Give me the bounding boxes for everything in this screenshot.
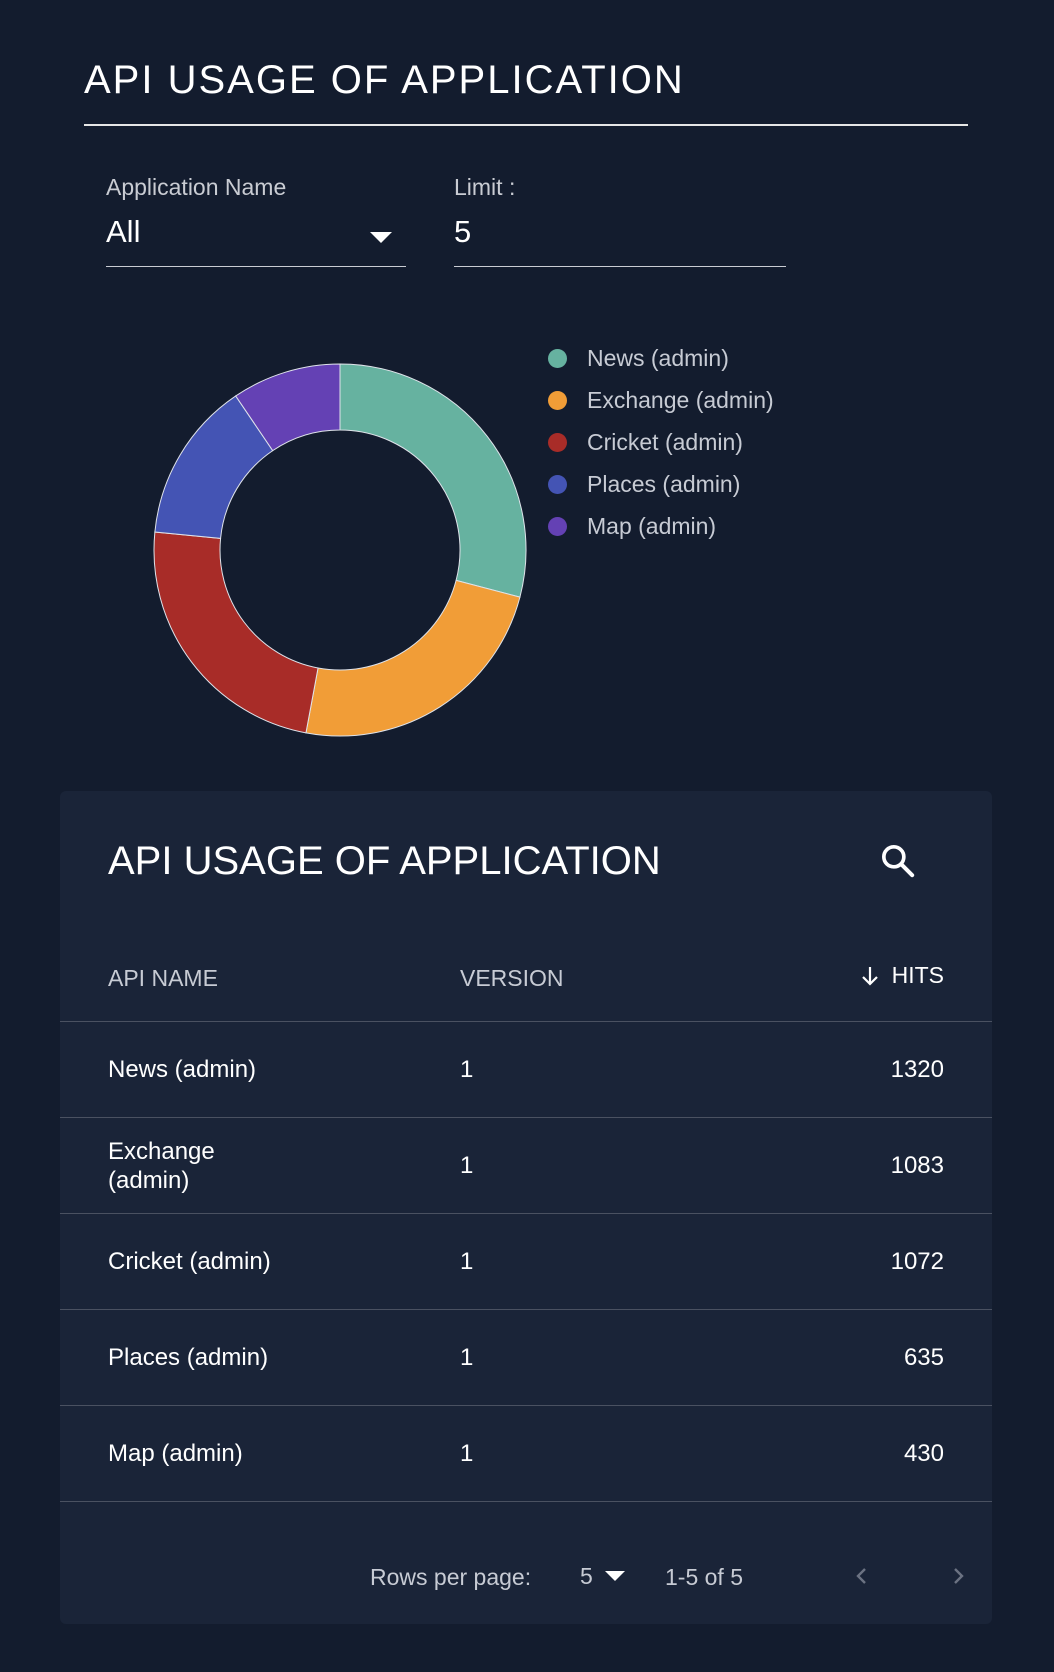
legend-label: Map (admin) bbox=[587, 512, 717, 539]
rows-per-page-value: 5 bbox=[580, 1562, 593, 1589]
donut-slice-map bbox=[235, 363, 341, 452]
limit-underline bbox=[454, 266, 786, 267]
api-usage-table-card: API USAGE OF APPLICATION API NAME VERSIO… bbox=[60, 791, 992, 1624]
table-row[interactable]: News (admin) 1 1320 bbox=[60, 1021, 992, 1118]
version-cell: 1 bbox=[412, 1405, 710, 1502]
legend-swatch bbox=[548, 516, 567, 536]
limit-label: Limit : bbox=[454, 174, 516, 200]
usage-donut-chart bbox=[153, 363, 527, 737]
api-name-cell: Exchange (admin) bbox=[60, 1117, 412, 1214]
legend-swatch bbox=[548, 348, 567, 368]
hits-cell: 430 bbox=[710, 1405, 992, 1502]
page-range: 1-5 of 5 bbox=[665, 1564, 743, 1590]
api-name-cell: News (admin) bbox=[60, 1021, 412, 1118]
application-name-value: All bbox=[106, 214, 141, 249]
donut-slice-exchange bbox=[305, 579, 521, 737]
hits-cell: 1320 bbox=[710, 1021, 992, 1118]
version-cell: 1 bbox=[412, 1309, 710, 1406]
table-row[interactable]: Cricket (admin) 1 1072 bbox=[60, 1213, 992, 1310]
legend-label: Cricket (admin) bbox=[587, 428, 743, 455]
legend-swatch bbox=[548, 432, 567, 452]
column-header-api-name[interactable]: API NAME bbox=[60, 935, 412, 1022]
donut-slice-news bbox=[339, 363, 527, 598]
legend-label: Places (admin) bbox=[587, 470, 741, 497]
donut-slice-cricket bbox=[153, 531, 319, 734]
legend-swatch bbox=[548, 474, 567, 494]
rows-per-page-select[interactable]: 5 bbox=[580, 1559, 625, 1593]
rows-per-page-label: Rows per page: bbox=[370, 1564, 532, 1590]
table-row[interactable]: Map (admin) 1 430 bbox=[60, 1405, 992, 1502]
legend-swatch bbox=[548, 390, 567, 410]
title-divider bbox=[84, 124, 968, 126]
hits-header-label: HITS bbox=[891, 962, 944, 989]
dropdown-arrow-icon bbox=[604, 1571, 625, 1581]
table-row[interactable]: Places (admin) 1 635 bbox=[60, 1309, 992, 1406]
page-title: API USAGE OF APPLICATION bbox=[84, 58, 685, 102]
limit-input[interactable]: 5 bbox=[454, 210, 786, 268]
limit-value: 5 bbox=[454, 214, 472, 249]
version-cell: 1 bbox=[412, 1213, 710, 1310]
version-cell: 1 bbox=[412, 1021, 710, 1118]
search-icon bbox=[882, 845, 915, 878]
chart-legend: News (admin) Exchange (admin) Cricket (adm… bbox=[548, 337, 774, 547]
api-name-cell: Places (admin) bbox=[60, 1309, 412, 1406]
application-name-underline bbox=[106, 266, 406, 267]
hits-cell: 1083 bbox=[710, 1117, 992, 1214]
legend-item: Cricket (admin) bbox=[548, 421, 774, 463]
column-header-version[interactable]: VERSION bbox=[412, 935, 710, 1022]
chevron-right-icon bbox=[954, 1568, 964, 1584]
next-page-button[interactable] bbox=[938, 1556, 978, 1596]
dropdown-arrow-icon bbox=[370, 232, 392, 243]
table-header-row: API NAME VERSION HITS bbox=[60, 935, 992, 1022]
legend-item: News (admin) bbox=[548, 337, 774, 379]
search-button[interactable] bbox=[870, 833, 926, 889]
api-usage-table: API NAME VERSION HITS News (admin) 1 bbox=[60, 935, 992, 1502]
chevron-left-icon bbox=[856, 1568, 866, 1584]
application-name-select[interactable]: All bbox=[106, 210, 406, 268]
api-name-cell: Map (admin) bbox=[60, 1405, 412, 1502]
application-name-label: Application Name bbox=[106, 174, 287, 200]
version-cell: 1 bbox=[412, 1117, 710, 1214]
legend-item: Exchange (admin) bbox=[548, 379, 774, 421]
legend-label: Exchange (admin) bbox=[587, 386, 774, 413]
hits-cell: 1072 bbox=[710, 1213, 992, 1310]
table-pagination: Rows per page: 5 1-5 of 5 bbox=[60, 1529, 992, 1624]
legend-item: Places (admin) bbox=[548, 463, 774, 505]
previous-page-button[interactable] bbox=[842, 1556, 882, 1596]
table-row[interactable]: Exchange (admin) 1 1083 bbox=[60, 1117, 992, 1214]
api-name-cell: Cricket (admin) bbox=[60, 1213, 412, 1310]
arrow-down-icon bbox=[861, 966, 878, 986]
legend-label: News (admin) bbox=[587, 344, 729, 371]
column-header-hits[interactable]: HITS bbox=[710, 935, 992, 1022]
table-title: API USAGE OF APPLICATION bbox=[108, 839, 661, 883]
hits-cell: 635 bbox=[710, 1309, 992, 1406]
legend-item: Map (admin) bbox=[548, 505, 774, 547]
